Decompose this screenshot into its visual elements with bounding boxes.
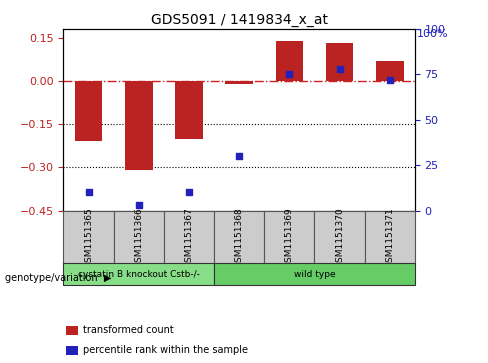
Text: GSM1151365: GSM1151365 (84, 207, 93, 268)
Point (185, 189, 193, 195)
Bar (175, 81, 203, 139)
FancyBboxPatch shape (63, 211, 114, 265)
Bar (376, 61, 404, 81)
Text: wild type: wild type (294, 270, 335, 278)
Text: cystatin B knockout Cstb-/-: cystatin B knockout Cstb-/- (78, 270, 200, 278)
Text: percentile rank within the sample: percentile rank within the sample (83, 345, 248, 355)
Point (235, 153, 243, 159)
Text: 100%: 100% (417, 29, 449, 39)
FancyBboxPatch shape (365, 211, 415, 265)
Bar (75, 81, 102, 142)
Point (386, 77, 394, 83)
FancyBboxPatch shape (214, 263, 415, 285)
Bar (325, 44, 353, 81)
FancyBboxPatch shape (214, 211, 264, 265)
Text: GSM1151367: GSM1151367 (184, 207, 193, 268)
Bar (276, 41, 303, 81)
Bar (125, 81, 153, 170)
Point (84, 189, 92, 195)
FancyBboxPatch shape (264, 211, 314, 265)
Text: genotype/variation  ▶: genotype/variation ▶ (5, 273, 111, 283)
Title: GDS5091 / 1419834_x_at: GDS5091 / 1419834_x_at (151, 13, 327, 26)
FancyBboxPatch shape (314, 211, 365, 265)
Point (285, 72, 293, 77)
FancyBboxPatch shape (164, 211, 214, 265)
Text: transformed count: transformed count (83, 325, 174, 335)
Text: GSM1151366: GSM1151366 (134, 207, 143, 268)
Text: GSM1151369: GSM1151369 (285, 207, 294, 268)
FancyBboxPatch shape (114, 211, 164, 265)
Text: GSM1151370: GSM1151370 (335, 207, 344, 268)
Point (135, 202, 142, 208)
Text: GSM1151368: GSM1151368 (235, 207, 244, 268)
FancyBboxPatch shape (63, 263, 214, 285)
Bar (225, 81, 253, 84)
Text: GSM1151371: GSM1151371 (385, 207, 394, 268)
Point (336, 66, 344, 72)
